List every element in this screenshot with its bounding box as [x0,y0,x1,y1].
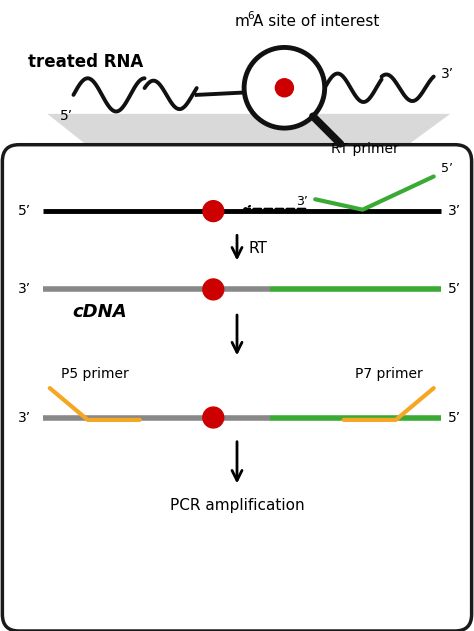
Text: 3’: 3’ [18,283,31,297]
Text: P5 primer: P5 primer [61,367,128,381]
Text: 3’: 3’ [296,195,308,208]
Polygon shape [47,114,450,159]
Circle shape [203,407,224,428]
Text: m: m [235,14,249,29]
Text: P7 primer: P7 primer [355,367,422,381]
Text: 5’: 5’ [18,204,31,218]
Text: treated RNA: treated RNA [28,52,144,71]
Text: 3’: 3’ [441,66,454,81]
Text: 6: 6 [247,11,254,21]
Text: 3’: 3’ [18,411,31,425]
Circle shape [203,201,224,221]
Text: A site of interest: A site of interest [253,14,379,29]
Text: 3’: 3’ [448,204,461,218]
Circle shape [275,79,293,97]
Text: cDNA: cDNA [72,303,127,321]
Text: 5’: 5’ [441,162,453,175]
FancyBboxPatch shape [2,144,472,631]
Circle shape [244,47,325,128]
Text: 5’: 5’ [448,283,461,297]
Circle shape [203,279,224,300]
Text: RT: RT [249,240,268,256]
Text: 5’: 5’ [448,411,461,425]
Text: 5’: 5’ [60,109,73,123]
Text: RT primer: RT primer [331,143,399,156]
Text: PCR amplification: PCR amplification [170,498,304,513]
